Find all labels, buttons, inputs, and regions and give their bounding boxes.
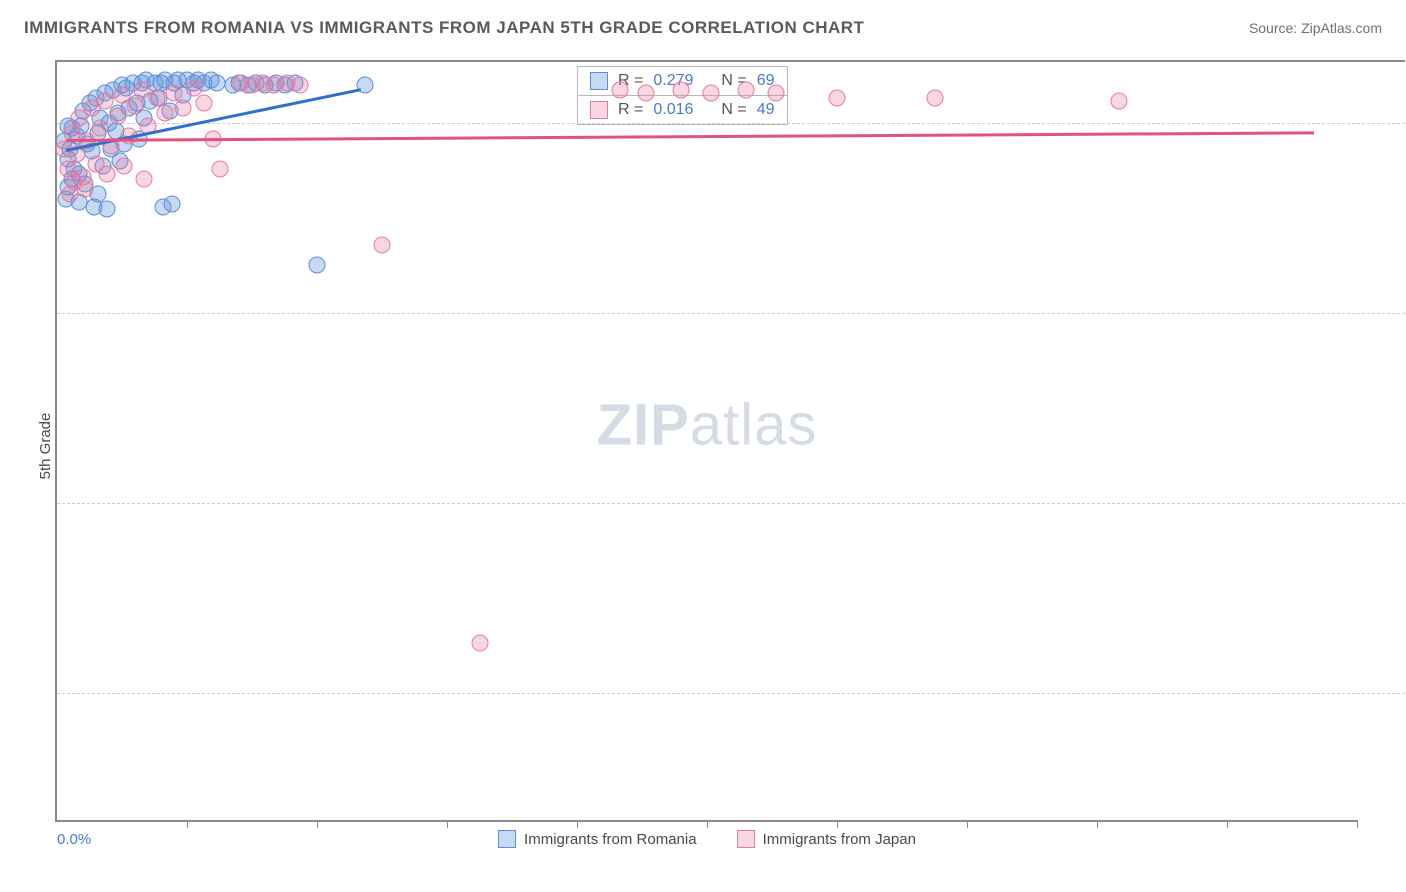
legend-label: Immigrants from Romania <box>524 831 697 848</box>
y-axis-label: 5th Grade <box>37 413 54 480</box>
chart-title: IMMIGRANTS FROM ROMANIA VS IMMIGRANTS FR… <box>24 18 864 38</box>
plot-area: ZIPatlas 0.0% 60.0% Immigrants from Roma… <box>55 60 1357 822</box>
legend-item-romania: Immigrants from Romania <box>498 830 697 848</box>
scatter-point-japan <box>77 181 94 198</box>
scatter-point-romania <box>98 201 115 218</box>
scatter-point-japan <box>638 84 655 101</box>
scatter-point-japan <box>174 100 191 117</box>
x-tick <box>1097 820 1098 828</box>
scatter-point-romania <box>163 196 180 213</box>
scatter-point-japan <box>673 82 690 99</box>
x-tick <box>837 820 838 828</box>
scatter-point-japan <box>738 82 755 99</box>
legend-swatch-icon <box>737 830 755 848</box>
r-label: R = <box>618 101 643 119</box>
x-tick <box>447 820 448 828</box>
gridline <box>57 503 1405 504</box>
gridline <box>57 123 1405 124</box>
scatter-point-japan <box>768 84 785 101</box>
scatter-point-japan <box>211 160 228 177</box>
scatter-point-japan <box>116 158 133 175</box>
stats-swatch-icon <box>590 72 608 90</box>
legend-label: Immigrants from Japan <box>763 831 916 848</box>
legend-item-japan: Immigrants from Japan <box>737 830 916 848</box>
scatter-point-japan <box>471 634 488 651</box>
x-tick <box>1357 820 1358 828</box>
scatter-point-japan <box>185 79 202 96</box>
stats-row-japan: R = 0.016 N = 49 <box>578 96 787 124</box>
x-min-label: 0.0% <box>57 831 91 848</box>
x-tick <box>967 820 968 828</box>
legend-bottom: Immigrants from Romania Immigrants from … <box>498 830 916 848</box>
r-value: 0.016 <box>653 101 693 119</box>
scatter-point-japan <box>374 236 391 253</box>
scatter-point-romania <box>309 257 326 274</box>
gridline <box>57 313 1405 314</box>
x-tick <box>707 820 708 828</box>
n-label: N = <box>721 101 746 119</box>
scatter-point-japan <box>196 95 213 112</box>
x-tick <box>187 820 188 828</box>
chart-source: Source: ZipAtlas.com <box>1249 20 1382 36</box>
scatter-point-japan <box>157 105 174 122</box>
x-tick <box>1227 820 1228 828</box>
scatter-point-japan <box>829 90 846 107</box>
scatter-point-japan <box>926 90 943 107</box>
scatter-point-japan <box>96 92 113 109</box>
scatter-point-japan <box>92 120 109 137</box>
scatter-point-japan <box>612 82 629 99</box>
legend-swatch-icon <box>498 830 516 848</box>
trend-line-japan <box>66 131 1314 141</box>
scatter-point-japan <box>98 166 115 183</box>
scatter-point-japan <box>291 77 308 94</box>
scatter-point-romania <box>356 77 373 94</box>
watermark: ZIPatlas <box>597 391 818 458</box>
x-tick <box>577 820 578 828</box>
n-value: 49 <box>757 101 775 119</box>
scatter-point-japan <box>703 84 720 101</box>
scatter-point-japan <box>127 97 144 114</box>
x-tick <box>317 820 318 828</box>
scatter-point-japan <box>135 171 152 188</box>
gridline <box>57 693 1405 694</box>
scatter-point-japan <box>109 107 126 124</box>
stats-swatch-icon <box>590 101 608 119</box>
scatter-point-japan <box>1110 92 1127 109</box>
